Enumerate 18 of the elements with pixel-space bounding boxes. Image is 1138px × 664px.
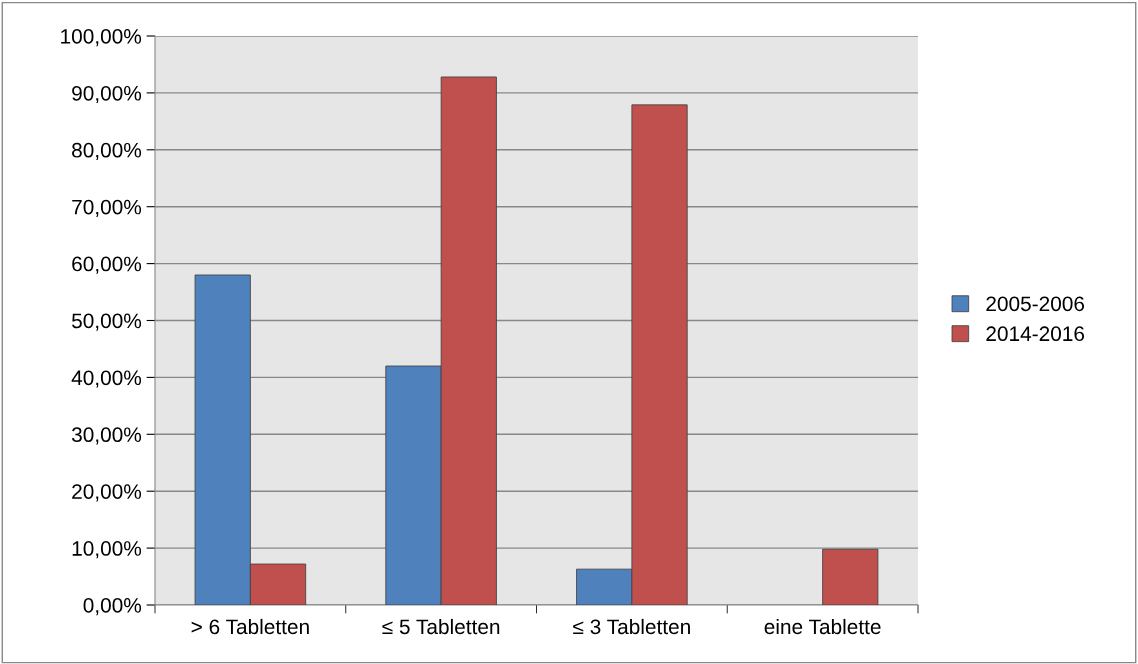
x-tick-label: eine Tablette [764, 618, 881, 635]
y-tick-label: 20,00% [72, 484, 142, 502]
y-tick-label: 30,00% [71, 427, 142, 445]
y-tick-label: 50,00% [71, 313, 142, 331]
y-tick-label: 40,00% [71, 370, 142, 388]
y-tick-label: 60,00% [72, 256, 142, 274]
x-tick-label: ≤ 5 Tabletten [382, 618, 500, 635]
legend-label: 2014-2016 [986, 326, 1085, 342]
y-tick-label: 100,00% [61, 29, 142, 47]
bar [822, 548, 879, 605]
y-tick-label: 10,00% [72, 541, 142, 559]
legend-label: 2005-2006 [986, 296, 1085, 312]
x-tick-label: ≤ 3 Tabletten [573, 618, 690, 635]
y-tick-label: 90,00% [72, 85, 142, 104]
y-tick-label: 80,00% [72, 142, 142, 161]
y-tick-label: 70,00% [72, 199, 142, 217]
y-tick-label: 0,00% [83, 598, 142, 616]
x-tick-label: > 6 Tabletten [191, 618, 309, 635]
